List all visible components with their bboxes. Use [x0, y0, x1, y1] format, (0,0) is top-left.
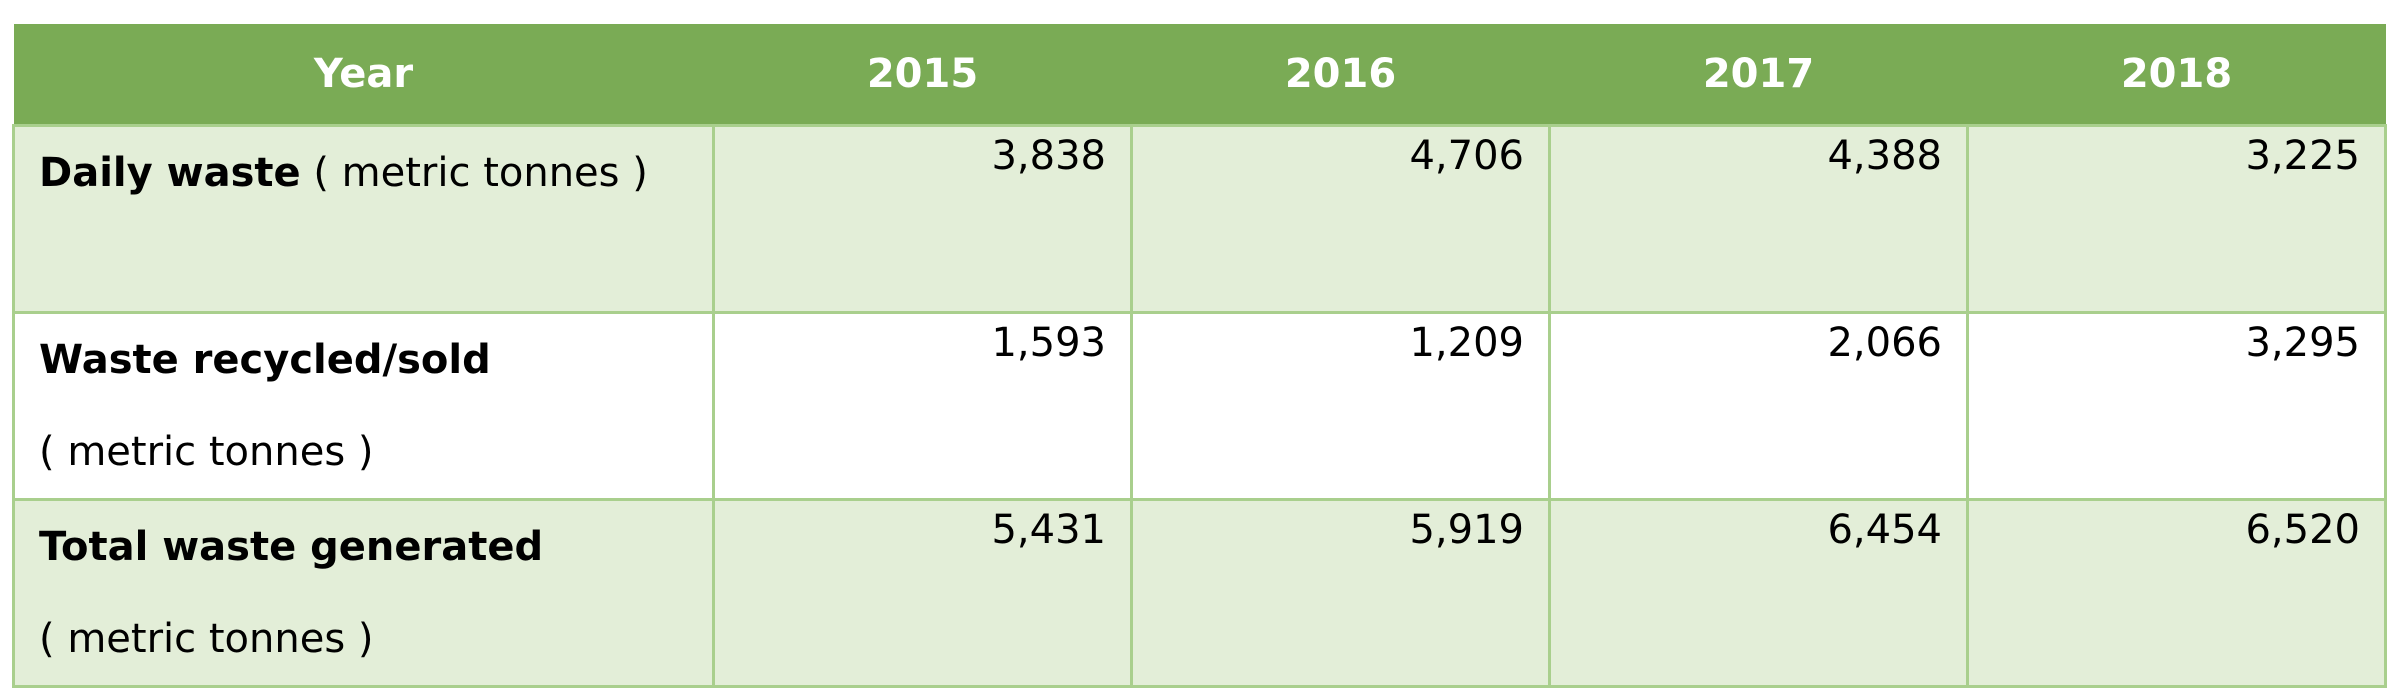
row-label-unit: ( metric tonnes ) [313, 150, 648, 196]
table-cell: 4,706 [1130, 124, 1551, 314]
table-cell: 3,838 [712, 124, 1133, 314]
table-header-row: Year 2015 2016 2017 2018 [13, 24, 2386, 127]
table-cell: 2,066 [1548, 311, 1969, 501]
header-2015: 2015 [713, 24, 1132, 127]
header-2018: 2018 [1967, 24, 2386, 127]
waste-table-container: Year 2015 2016 2017 2018 Daily waste ( m… [12, 24, 2387, 688]
header-2017: 2017 [1549, 24, 1968, 127]
header-year: Year [13, 24, 714, 127]
row-label-title: Waste recycled/sold [39, 337, 491, 383]
table-cell: 3,295 [1966, 311, 2387, 501]
table-cell: 3,225 [1966, 124, 2387, 314]
table-cell: 6,520 [1966, 498, 2387, 688]
table-cell: 5,919 [1130, 498, 1551, 688]
row-label-daily-waste: Daily waste ( metric tonnes ) [12, 124, 715, 314]
table-cell: 6,454 [1548, 498, 1969, 688]
row-label-waste-recycled: Waste recycled/sold ( metric tonnes ) [12, 311, 715, 501]
table-row-waste-recycled: Waste recycled/sold ( metric tonnes ) 1,5… [12, 311, 2387, 501]
table-cell: 5,431 [712, 498, 1133, 688]
table-cell: 1,593 [712, 311, 1133, 501]
table-cell: 1,209 [1130, 311, 1551, 501]
row-label-total-waste: Total waste generated ( metric tonnes ) [12, 498, 715, 688]
header-2016: 2016 [1131, 24, 1550, 127]
row-label-title: Total waste generated [39, 524, 544, 570]
table-cell: 4,388 [1548, 124, 1969, 314]
table-row-total-waste: Total waste generated ( metric tonnes ) 5… [12, 498, 2387, 688]
row-label-unit: ( metric tonnes ) [39, 616, 374, 662]
table-row-daily-waste: Daily waste ( metric tonnes ) 3,838 4,70… [12, 124, 2387, 314]
waste-table: Year 2015 2016 2017 2018 Daily waste ( m… [12, 24, 2387, 688]
row-label-unit: ( metric tonnes ) [39, 429, 374, 475]
row-label-title: Daily waste [39, 150, 301, 196]
